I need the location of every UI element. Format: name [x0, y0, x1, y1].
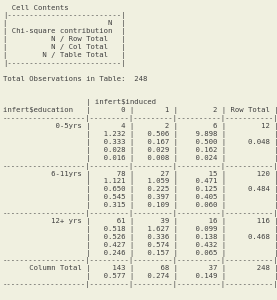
Text: -------------------|---------|---------|----------|-----------|: -------------------|---------|---------|… — [3, 210, 277, 217]
Text: |   0.526 |   0.336 |    0.138 |     0.468 |: | 0.526 | 0.336 | 0.138 | 0.468 | — [3, 234, 277, 241]
Text: |--------------------------|: |--------------------------| — [3, 60, 125, 67]
Text: |   0.246 |   0.157 |    0.065 |           |: | 0.246 | 0.157 | 0.065 | | — [3, 250, 277, 256]
Text: Cell Contents: Cell Contents — [3, 4, 68, 10]
Text: |   0.577 |   0.274 |    0.149 |           |: | 0.577 | 0.274 | 0.149 | | — [3, 273, 277, 280]
Text: infert$education   |       0 |       1 |        2 | Row Total |: infert$education | 0 | 1 | 2 | Row Total… — [3, 107, 277, 114]
Text: 6-11yrs |      78 |      27 |       15 |       120 |: 6-11yrs | 78 | 27 | 15 | 120 | — [3, 170, 277, 178]
Text: |   0.427 |   0.574 |    0.432 |           |: | 0.427 | 0.574 | 0.432 | | — [3, 242, 277, 249]
Text: Total Observations in Table:  248: Total Observations in Table: 248 — [3, 76, 147, 82]
Text: |   0.545 |   0.397 |    0.405 |           |: | 0.545 | 0.397 | 0.405 | | — [3, 194, 277, 201]
Text: Column Total |     143 |      68 |       37 |       248 |: Column Total | 143 | 68 | 37 | 248 | — [3, 266, 277, 272]
Text: |   0.333 |   0.167 |    0.500 |     0.048 |: | 0.333 | 0.167 | 0.500 | 0.048 | — [3, 139, 277, 146]
Text: -------------------|---------|---------|----------|-----------|: -------------------|---------|---------|… — [3, 257, 277, 265]
Text: |   1.232 |   0.506 |    9.898 |           |: | 1.232 | 0.506 | 9.898 | | — [3, 131, 277, 138]
Text: |   0.028 |   0.029 |    0.162 |           |: | 0.028 | 0.029 | 0.162 | | — [3, 147, 277, 154]
Text: |   1.121 |   1.059 |    0.471 |           |: | 1.121 | 1.059 | 0.471 | | — [3, 178, 277, 185]
Text: -------------------|---------|---------|----------|-----------|: -------------------|---------|---------|… — [3, 163, 277, 170]
Text: |          N / Col Total   |: | N / Col Total | — [3, 44, 125, 51]
Text: | infert$induced: | infert$induced — [3, 99, 156, 106]
Text: |                       N  |: | N | — [3, 20, 125, 27]
Text: |   0.016 |   0.008 |    0.024 |           |: | 0.016 | 0.008 | 0.024 | | — [3, 155, 277, 162]
Text: |--------------------------|: |--------------------------| — [3, 12, 125, 20]
Text: |        N / Table Total   |: | N / Table Total | — [3, 52, 125, 59]
Text: |   0.315 |   0.109 |    0.060 |           |: | 0.315 | 0.109 | 0.060 | | — [3, 202, 277, 209]
Text: |   0.650 |   0.225 |    0.125 |     0.484 |: | 0.650 | 0.225 | 0.125 | 0.484 | — [3, 186, 277, 193]
Text: -------------------|---------|---------|----------|-----------|: -------------------|---------|---------|… — [3, 281, 277, 288]
Text: -------------------|---------|---------|----------|-----------|: -------------------|---------|---------|… — [3, 115, 277, 122]
Text: | Chi-square contribution  |: | Chi-square contribution | — [3, 28, 125, 35]
Text: |   0.518 |   1.627 |    0.099 |           |: | 0.518 | 1.627 | 0.099 | | — [3, 226, 277, 233]
Text: |          N / Row Total   |: | N / Row Total | — [3, 36, 125, 43]
Text: 12+ yrs |      61 |      39 |       16 |       116 |: 12+ yrs | 61 | 39 | 16 | 116 | — [3, 218, 277, 225]
Text: 0-5yrs |       4 |       2 |        6 |        12 |: 0-5yrs | 4 | 2 | 6 | 12 | — [3, 123, 277, 130]
